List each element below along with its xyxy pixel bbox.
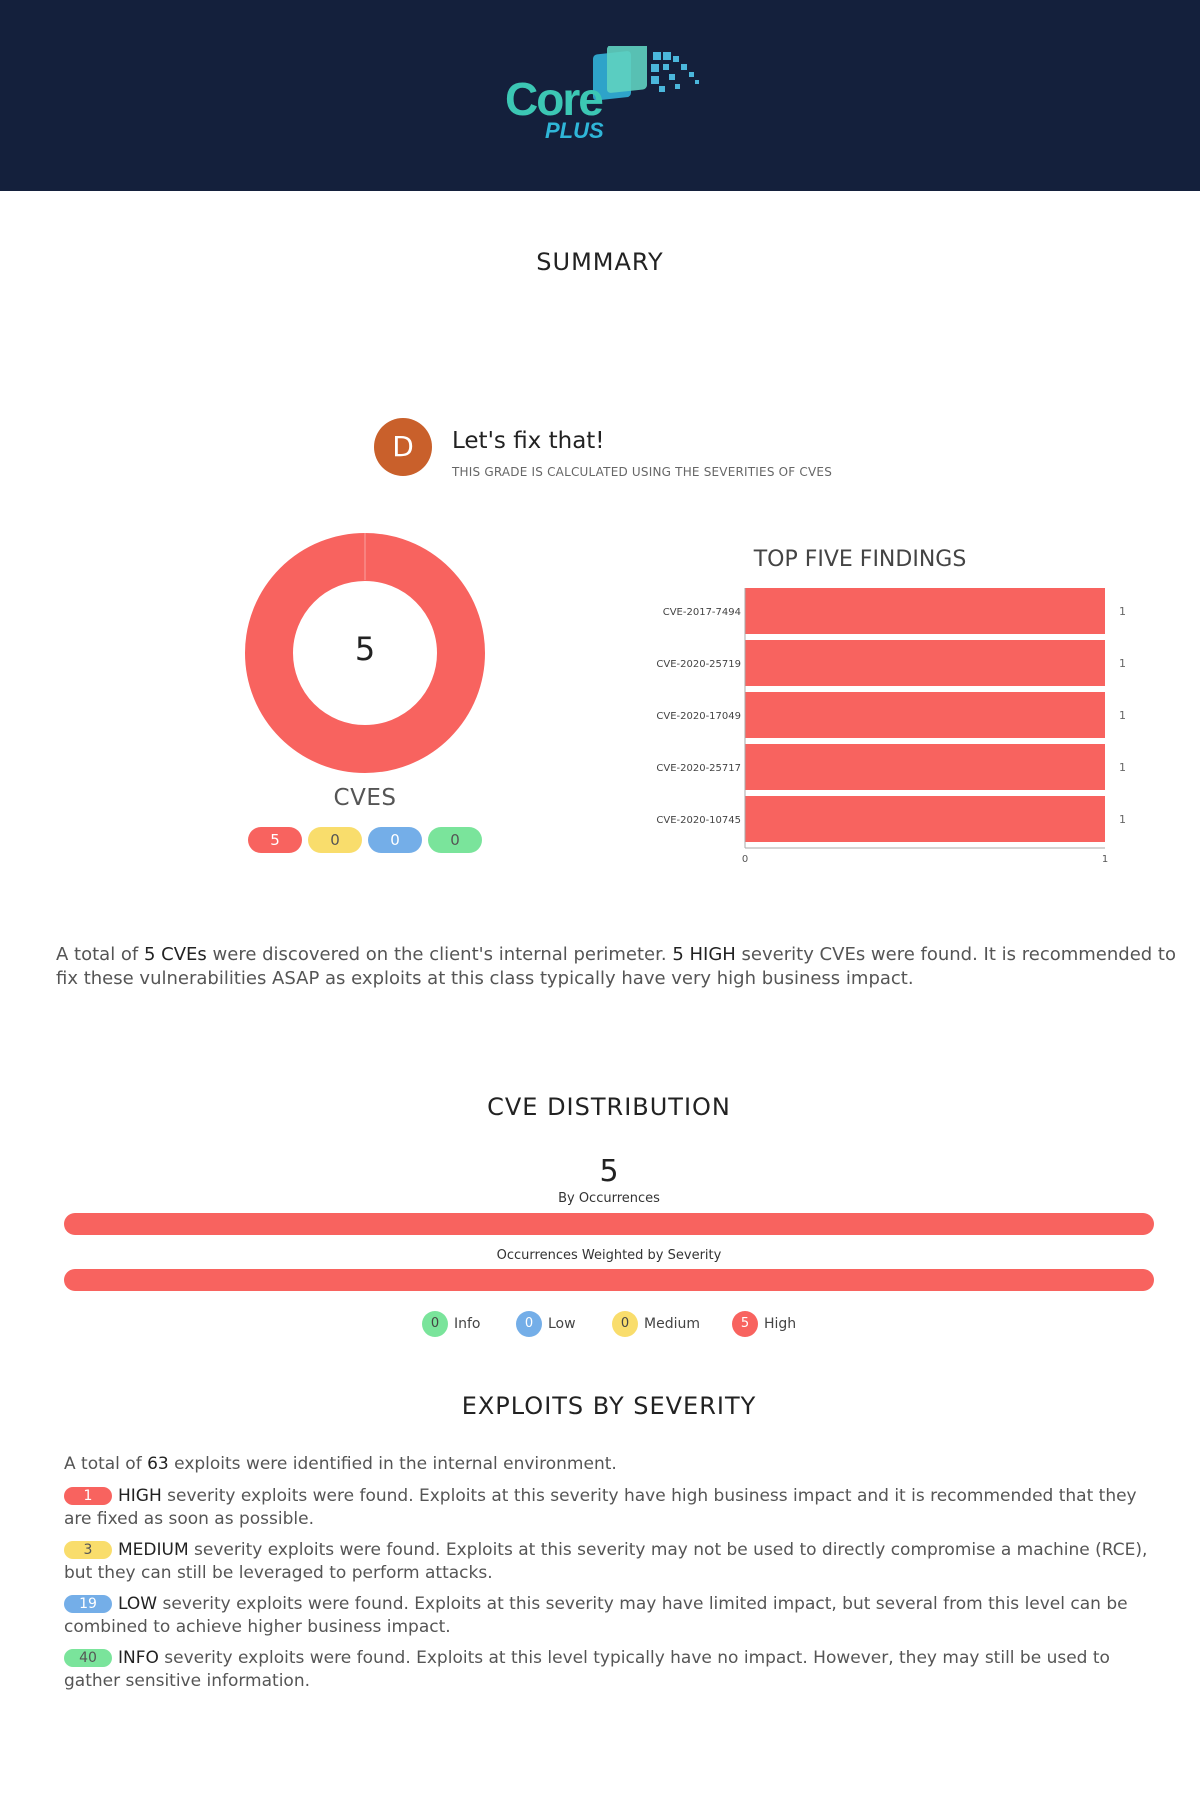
exploits-high-text: severity exploits were found. Exploits a… [64, 1486, 1137, 1529]
cves-donut-chart [245, 532, 485, 773]
grade-heading: Let's fix that! [452, 428, 605, 454]
donut-slice-high [245, 533, 485, 773]
header-banner: Core PLUS [0, 0, 1200, 191]
summary-text-3: severity CVEs were found. It is recommen… [56, 944, 1176, 989]
findings-value-label: 1 [1119, 761, 1126, 774]
findings-x-tick-label: 1 [1102, 854, 1108, 865]
exploits-low-badge: 19 [64, 1595, 112, 1613]
findings-bar [745, 744, 1105, 790]
exploits-medium-item: 3 MEDIUM severity exploits were found. Ex… [64, 1539, 1164, 1585]
findings-bar [745, 640, 1105, 686]
summary-paragraph: A total of 5 CVEs were discovered on the… [56, 943, 1176, 991]
legend-info-count: 0 [422, 1311, 448, 1337]
cves-total: 5 [354, 630, 376, 668]
legend-low: 0 Low [516, 1310, 576, 1338]
exploits-low-text: severity exploits were found. Exploits a… [64, 1594, 1128, 1637]
exploits-title: EXPLOITS BY SEVERITY [461, 1392, 757, 1420]
weighted-label: Occurrences Weighted by Severity [496, 1248, 722, 1263]
top-findings-title: TOP FIVE FINDINGS [753, 547, 967, 572]
findings-value-label: 1 [1119, 813, 1126, 826]
cves-low-pill: 0 [368, 827, 422, 853]
cves-high-pill: 5 [248, 827, 302, 853]
exploits-high-badge: 1 [64, 1487, 112, 1505]
legend-high-count: 5 [732, 1311, 758, 1337]
exploits-medium-text: severity exploits were found. Exploits a… [64, 1540, 1148, 1583]
exploits-info-badge: 40 [64, 1649, 112, 1667]
exploits-high-item: 1 HIGH severity exploits were found. Expl… [64, 1485, 1164, 1531]
top-findings-chart: CVE-2017-7494 1 CVE-2020-25719 1 CVE-2020-17… [656, 588, 1126, 865]
logo-wordmark: Core [505, 73, 604, 125]
summary-text-1: A total of [56, 944, 144, 965]
weighted-bar [64, 1269, 1154, 1291]
exploits-info-level: INFO [118, 1648, 159, 1668]
logo-submark: PLUS [545, 118, 604, 143]
legend-medium: 0 Medium [612, 1310, 700, 1338]
findings-bar [745, 796, 1105, 842]
summary-title: SUMMARY [536, 248, 664, 276]
cves-medium-pill: 0 [308, 827, 362, 853]
exploits-high-level: HIGH [118, 1486, 162, 1506]
findings-bar [745, 692, 1105, 738]
legend-low-count: 0 [516, 1311, 542, 1337]
exploits-intro: A total of 63 exploits were identified i… [64, 1453, 1164, 1476]
legend-high: 5 High [732, 1310, 796, 1338]
legend-medium-count: 0 [612, 1311, 638, 1337]
findings-category-label: CVE-2020-10745 [656, 815, 741, 826]
legend-low-label: Low [548, 1316, 576, 1332]
findings-value-label: 1 [1119, 605, 1126, 618]
legend-info-label: Info [454, 1316, 481, 1332]
summary-cve-count: 5 CVEs [144, 944, 207, 965]
coreplus-logo: Core PLUS [505, 46, 705, 146]
exploits-medium-badge: 3 [64, 1541, 112, 1559]
grade-badge: D [374, 418, 432, 476]
exploits-low-item: 19 LOW severity exploits were found. Expl… [64, 1593, 1164, 1639]
legend-medium-label: Medium [644, 1316, 700, 1332]
grade-subheading: THIS GRADE IS CALCULATED USING THE SEVER… [452, 465, 833, 479]
legend-info: 0 Info [422, 1310, 481, 1338]
summary-high-count: 5 HIGH [672, 944, 736, 965]
distribution-total: 5 [599, 1154, 619, 1189]
findings-category-label: CVE-2020-25719 [656, 659, 741, 670]
findings-value-label: 1 [1119, 657, 1126, 670]
exploits-info-text: severity exploits were found. Exploits a… [64, 1648, 1110, 1691]
findings-category-label: CVE-2020-17049 [656, 711, 741, 722]
exploits-intro-a: A total of [64, 1454, 148, 1474]
exploits-medium-level: MEDIUM [118, 1540, 189, 1560]
findings-bar [745, 588, 1105, 634]
exploits-low-level: LOW [118, 1594, 158, 1614]
findings-x-tick-label: 0 [742, 854, 748, 865]
summary-text-2: were discovered on the client's internal… [206, 944, 673, 965]
logo-graphic-icon [593, 46, 699, 101]
cves-label: CVES [333, 785, 397, 811]
occurrences-bar [64, 1213, 1154, 1235]
findings-category-label: CVE-2017-7494 [663, 607, 741, 618]
findings-category-label: CVE-2020-25717 [656, 763, 741, 774]
cves-info-pill: 0 [428, 827, 482, 853]
by-occurrences-label: By Occurrences [558, 1191, 660, 1206]
distribution-title: CVE DISTRIBUTION [487, 1093, 731, 1121]
legend-high-label: High [764, 1316, 797, 1332]
exploits-intro-b: exploits were identified in the internal… [168, 1454, 617, 1474]
exploits-total: 63 [147, 1454, 169, 1474]
findings-value-label: 1 [1119, 709, 1126, 722]
exploits-info-item: 40 INFO severity exploits were found. Exp… [64, 1647, 1164, 1693]
